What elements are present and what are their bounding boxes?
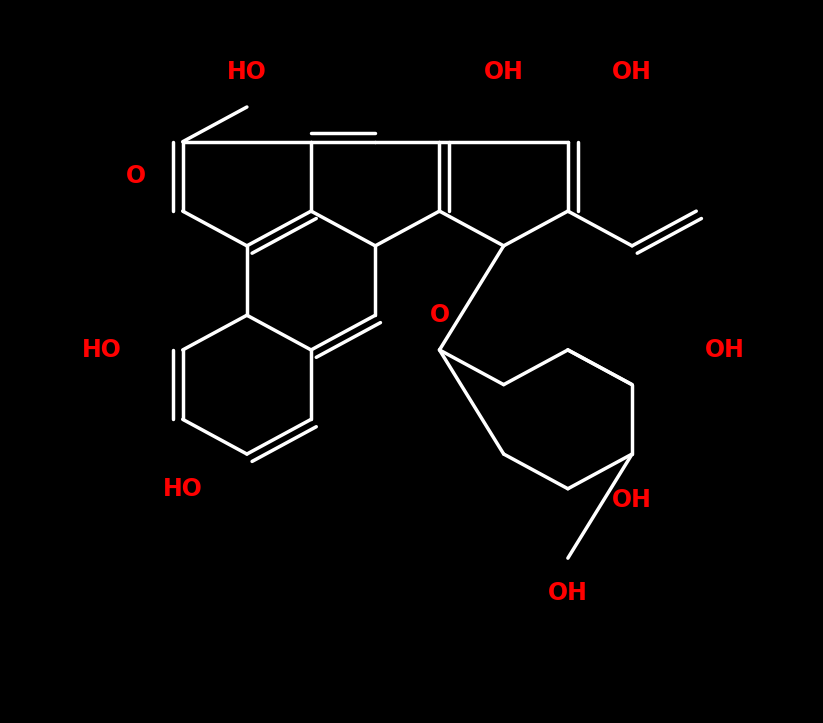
Text: OH: OH: [612, 60, 652, 85]
Text: HO: HO: [82, 338, 122, 362]
Text: OH: OH: [484, 60, 523, 85]
Text: OH: OH: [612, 488, 652, 513]
Text: HO: HO: [163, 476, 202, 501]
Text: O: O: [430, 303, 449, 328]
Text: HO: HO: [227, 60, 267, 85]
Text: OH: OH: [548, 581, 588, 605]
Text: O: O: [126, 164, 146, 189]
Text: OH: OH: [704, 338, 744, 362]
